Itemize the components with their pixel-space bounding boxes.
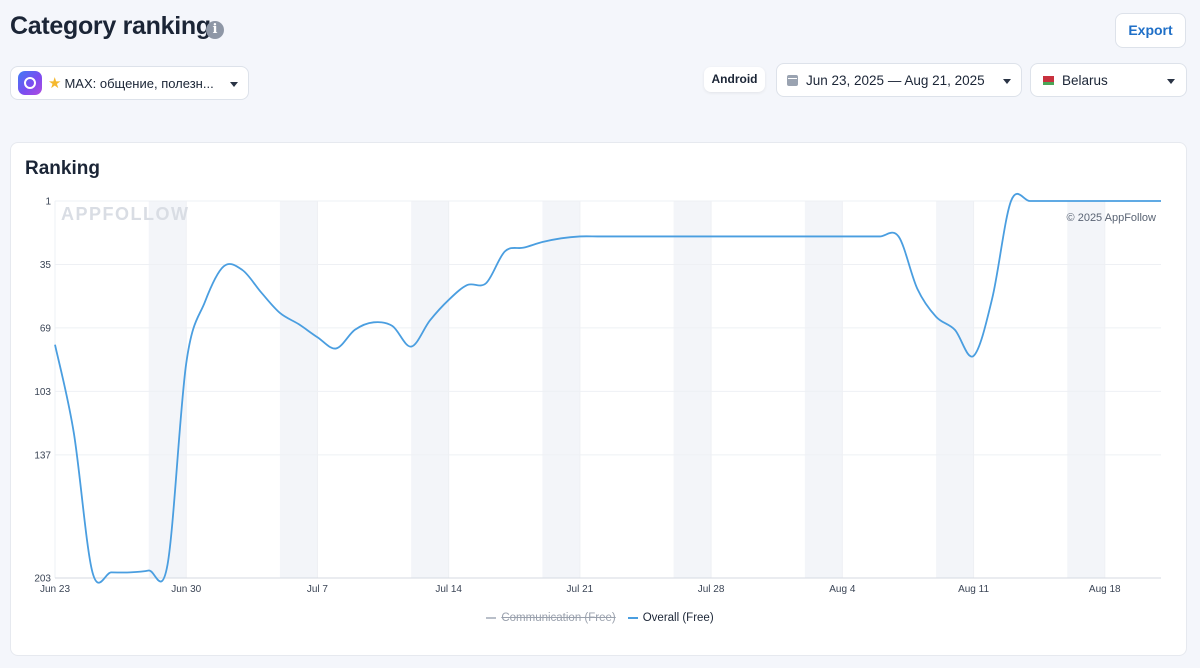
weekend-band: [542, 201, 580, 578]
x-tick-label: Aug 18: [1089, 584, 1121, 595]
weekend-band: [279, 201, 318, 578]
x-tick-label: Jul 28: [698, 584, 725, 595]
x-tick-label: Aug 11: [958, 584, 989, 595]
copyright-text: © 2025 AppFollow: [1067, 212, 1156, 224]
ranking-card: [10, 142, 1187, 656]
page-title: Category ranking: [10, 12, 211, 40]
y-tick-label: 137: [34, 450, 51, 461]
weekend-band: [1067, 201, 1105, 578]
legend-swatch: [486, 617, 497, 619]
y-axis-ticks: 1 35 69 103 137 203: [34, 197, 51, 585]
info-icon[interactable]: i: [206, 21, 224, 39]
x-axis-ticks: Jun 23 Jun 30 Jul 7 Jul 14 Jul 21 Jul 28 Aug 4…: [40, 584, 1121, 595]
belarus-flag-icon: [1040, 75, 1054, 85]
weekend-bands: [148, 201, 1105, 578]
y-tick-label: 203: [34, 574, 51, 585]
series-line-overall: [54, 192, 1161, 584]
platform-tag[interactable]: Android: [704, 67, 765, 92]
chevron-down-icon: [1003, 79, 1011, 84]
legend-item-overall[interactable]: Overall (Free): [627, 612, 714, 624]
watermark-text: APPFOLLOW: [61, 204, 190, 224]
chevron-down-icon: [230, 82, 238, 87]
grid-lines: [54, 200, 1161, 579]
x-tick-label: Jul 7: [307, 584, 329, 595]
x-tick-label: Jul 21: [567, 584, 594, 595]
y-tick-label: 69: [40, 323, 52, 334]
date-range-label: Jun 23, 2025 — Aug 21, 2025: [806, 72, 985, 88]
x-tick-label: Jun 30: [171, 584, 201, 595]
app-selector[interactable]: ★ MAX: общение, полезн...: [10, 66, 249, 100]
weekend-band: [673, 201, 712, 578]
app-logo-icon: [18, 71, 42, 95]
legend-label: Communication (Free): [501, 612, 616, 624]
y-tick-label: 35: [40, 260, 52, 271]
date-range-picker[interactable]: Jun 23, 2025 — Aug 21, 2025: [776, 63, 1022, 97]
x-tick-label: Jun 23: [40, 584, 70, 595]
card-title: Ranking: [25, 158, 100, 179]
weekend-band: [936, 201, 974, 578]
country-selector[interactable]: Belarus: [1030, 63, 1187, 97]
chart-legend: Communication (Free) Overall (Free): [0, 612, 1200, 624]
x-tick-label: Aug 4: [829, 584, 856, 595]
calendar-icon: [787, 74, 798, 86]
series-lines: [54, 192, 1161, 584]
y-tick-label: 103: [34, 387, 51, 398]
y-tick-label: 1: [45, 197, 51, 208]
chevron-down-icon: [1167, 79, 1175, 84]
legend-item-communication[interactable]: Communication (Free): [486, 612, 616, 624]
app-name: MAX: общение, полезн...: [64, 75, 214, 91]
legend-label: Overall (Free): [642, 612, 714, 624]
export-button[interactable]: Export: [1115, 13, 1186, 48]
country-label: Belarus: [1062, 72, 1108, 88]
star-icon: ★: [48, 74, 62, 92]
weekend-band: [148, 201, 187, 578]
legend-swatch: [627, 617, 638, 619]
x-tick-label: Jul 14: [435, 584, 462, 595]
weekend-band: [411, 201, 449, 578]
weekend-band: [804, 201, 843, 578]
